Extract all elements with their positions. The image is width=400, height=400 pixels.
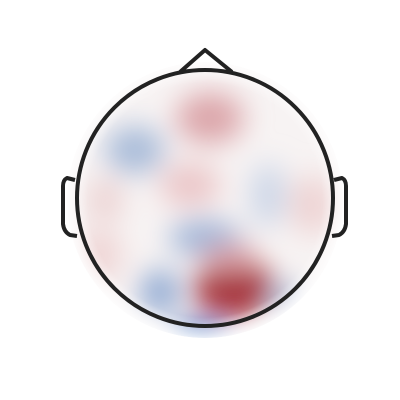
blob: [78, 229, 122, 281]
scalp-field: [67, 62, 343, 338]
right-ear: [331, 176, 348, 238]
blob: [105, 126, 165, 174]
head-circle: [75, 68, 335, 328]
blob: [140, 270, 180, 314]
blob: [250, 163, 286, 227]
head-outline: [61, 48, 348, 328]
blob: [290, 175, 334, 235]
blob: [176, 92, 244, 144]
blob: [87, 178, 123, 222]
left-ear: [61, 176, 78, 238]
blob: [170, 323, 230, 338]
blob: [193, 262, 277, 318]
field-blobs: [78, 92, 334, 338]
blob: [200, 244, 260, 272]
blob: [160, 163, 220, 207]
nose: [178, 48, 234, 74]
